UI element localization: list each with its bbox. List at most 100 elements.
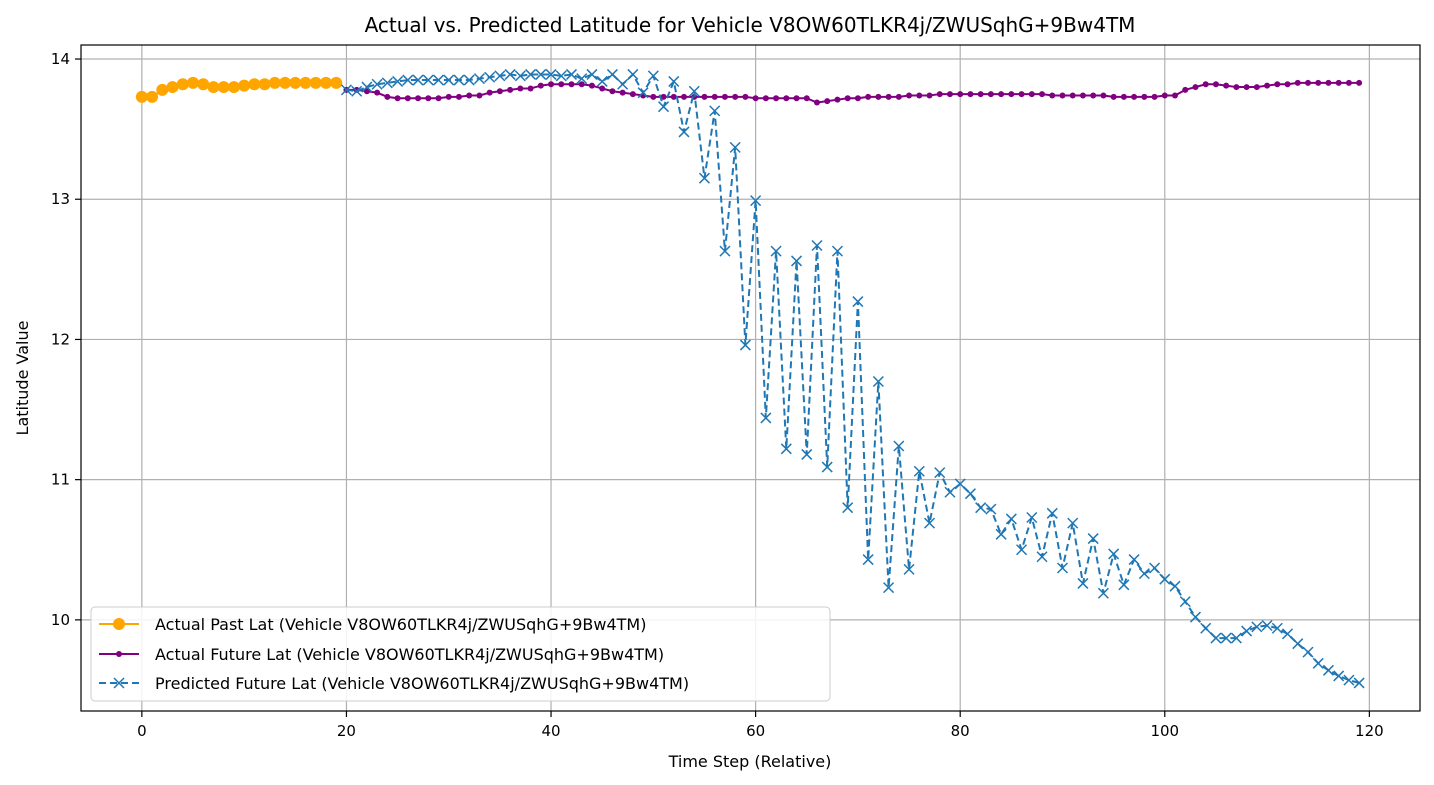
data-point-actual-past bbox=[309, 76, 322, 89]
data-point-actual-future bbox=[701, 93, 708, 100]
data-point-actual-future bbox=[895, 93, 902, 100]
data-point-actual-future bbox=[1192, 84, 1199, 91]
data-point-predicted-future bbox=[340, 84, 352, 96]
legend-entry-actual-future: Actual Future Lat (Vehicle V8OW60TLKR4j/… bbox=[99, 645, 664, 664]
data-point-predicted-future bbox=[422, 74, 434, 86]
data-point-predicted-future bbox=[668, 75, 680, 87]
data-point-actual-past bbox=[289, 76, 302, 89]
data-point-predicted-future bbox=[1016, 544, 1028, 556]
legend-box bbox=[90, 606, 831, 702]
data-point-predicted-future bbox=[381, 77, 393, 89]
data-point-actual-future bbox=[1253, 84, 1260, 91]
data-point-actual-future bbox=[1100, 92, 1107, 99]
data-point-actual-future bbox=[588, 82, 595, 89]
series-line-predicted-future bbox=[346, 73, 1360, 684]
data-point-predicted-future bbox=[1343, 674, 1355, 686]
data-point-actual-future bbox=[670, 93, 677, 100]
data-point-predicted-future bbox=[1333, 670, 1345, 682]
data-point-predicted-future bbox=[934, 467, 946, 479]
data-point-actual-future bbox=[609, 88, 616, 95]
data-point-predicted-future bbox=[535, 68, 547, 80]
data-point-predicted-future bbox=[852, 296, 864, 308]
data-point-actual-future bbox=[1141, 93, 1148, 100]
data-point-predicted-future bbox=[1261, 619, 1273, 632]
data-point-predicted-future bbox=[964, 488, 976, 500]
data-point-predicted-future bbox=[586, 68, 598, 80]
chart-title: Actual vs. Predicted Latitude for Vehicl… bbox=[365, 13, 1136, 37]
data-point-predicted-future bbox=[1026, 511, 1038, 524]
data-point-predicted-future bbox=[443, 74, 455, 86]
data-point-actual-future bbox=[1151, 93, 1158, 100]
legend-marker-actual-past bbox=[113, 618, 125, 630]
data-point-predicted-future bbox=[1312, 657, 1324, 669]
data-point-predicted-future bbox=[780, 443, 792, 455]
data-point-predicted-future bbox=[647, 70, 659, 82]
data-point-actual-past bbox=[197, 78, 210, 91]
data-point-actual-future bbox=[1233, 84, 1240, 91]
data-point-predicted-future bbox=[1169, 580, 1181, 592]
data-point-actual-future bbox=[435, 95, 442, 102]
y-tick-label: 11 bbox=[51, 471, 70, 489]
legend-entry-predicted-future: Predicted Future Lat (Vehicle V8OW60TLKR… bbox=[99, 674, 689, 693]
data-point-actual-future bbox=[1325, 79, 1332, 86]
data-point-predicted-future bbox=[1118, 579, 1130, 591]
data-point-actual-past bbox=[207, 81, 220, 94]
data-point-actual-past bbox=[319, 76, 332, 89]
data-point-predicted-future bbox=[709, 105, 721, 117]
data-point-predicted-future bbox=[627, 68, 639, 80]
data-point-actual-future bbox=[404, 95, 411, 102]
data-point-predicted-future bbox=[525, 68, 537, 80]
data-point-predicted-future bbox=[1292, 638, 1304, 650]
series-actual-past bbox=[135, 76, 343, 103]
data-point-predicted-future bbox=[412, 74, 424, 86]
data-point-actual-future bbox=[752, 95, 759, 102]
data-point-predicted-future bbox=[1230, 632, 1242, 644]
data-point-actual-past bbox=[176, 78, 189, 91]
data-point-predicted-future bbox=[1353, 677, 1365, 689]
data-point-predicted-future bbox=[371, 78, 383, 90]
data-point-actual-future bbox=[394, 95, 401, 102]
data-point-actual-future bbox=[578, 81, 585, 88]
legend-marker-actual-future bbox=[116, 651, 122, 657]
data-point-predicted-future bbox=[565, 68, 578, 80]
data-point-actual-future bbox=[660, 93, 667, 100]
data-point-actual-past bbox=[268, 76, 281, 89]
data-point-actual-future bbox=[844, 95, 851, 102]
data-point-predicted-future bbox=[831, 245, 843, 257]
data-point-actual-future bbox=[813, 99, 820, 106]
data-point-predicted-future bbox=[698, 172, 710, 184]
data-point-predicted-future bbox=[504, 68, 516, 80]
data-point-predicted-future bbox=[463, 74, 475, 86]
series-layer bbox=[135, 68, 1365, 689]
data-point-actual-future bbox=[1018, 91, 1025, 98]
data-point-predicted-future bbox=[1128, 554, 1140, 566]
data-point-predicted-future bbox=[678, 126, 690, 138]
data-point-actual-future bbox=[854, 95, 861, 102]
data-point-actual-future bbox=[1079, 92, 1086, 99]
data-point-predicted-future bbox=[514, 70, 526, 82]
data-point-actual-future bbox=[865, 93, 872, 100]
data-point-predicted-future bbox=[1241, 625, 1253, 637]
data-point-predicted-future bbox=[801, 448, 813, 460]
data-point-actual-future bbox=[803, 95, 810, 102]
data-point-predicted-future bbox=[862, 554, 874, 566]
data-point-actual-past bbox=[238, 79, 251, 92]
data-point-actual-past bbox=[217, 81, 230, 94]
data-point-actual-future bbox=[629, 91, 636, 98]
data-point-actual-future bbox=[987, 91, 994, 98]
data-point-actual-future bbox=[783, 95, 790, 102]
data-point-actual-future bbox=[425, 95, 432, 102]
data-point-actual-future bbox=[496, 88, 503, 95]
data-point-predicted-future bbox=[893, 440, 905, 452]
data-point-actual-future bbox=[374, 89, 381, 96]
data-point-actual-future bbox=[1304, 79, 1311, 86]
data-point-predicted-future bbox=[954, 478, 966, 490]
data-point-predicted-future bbox=[1179, 596, 1191, 608]
data-point-actual-future bbox=[977, 91, 984, 98]
data-point-actual-future bbox=[916, 92, 923, 99]
data-point-predicted-future bbox=[995, 528, 1007, 540]
data-point-actual-future bbox=[1274, 81, 1281, 88]
data-point-predicted-future bbox=[1281, 628, 1294, 640]
x-axis-label: Time Step (Relative) bbox=[668, 752, 832, 771]
data-point-predicted-future bbox=[617, 78, 629, 90]
